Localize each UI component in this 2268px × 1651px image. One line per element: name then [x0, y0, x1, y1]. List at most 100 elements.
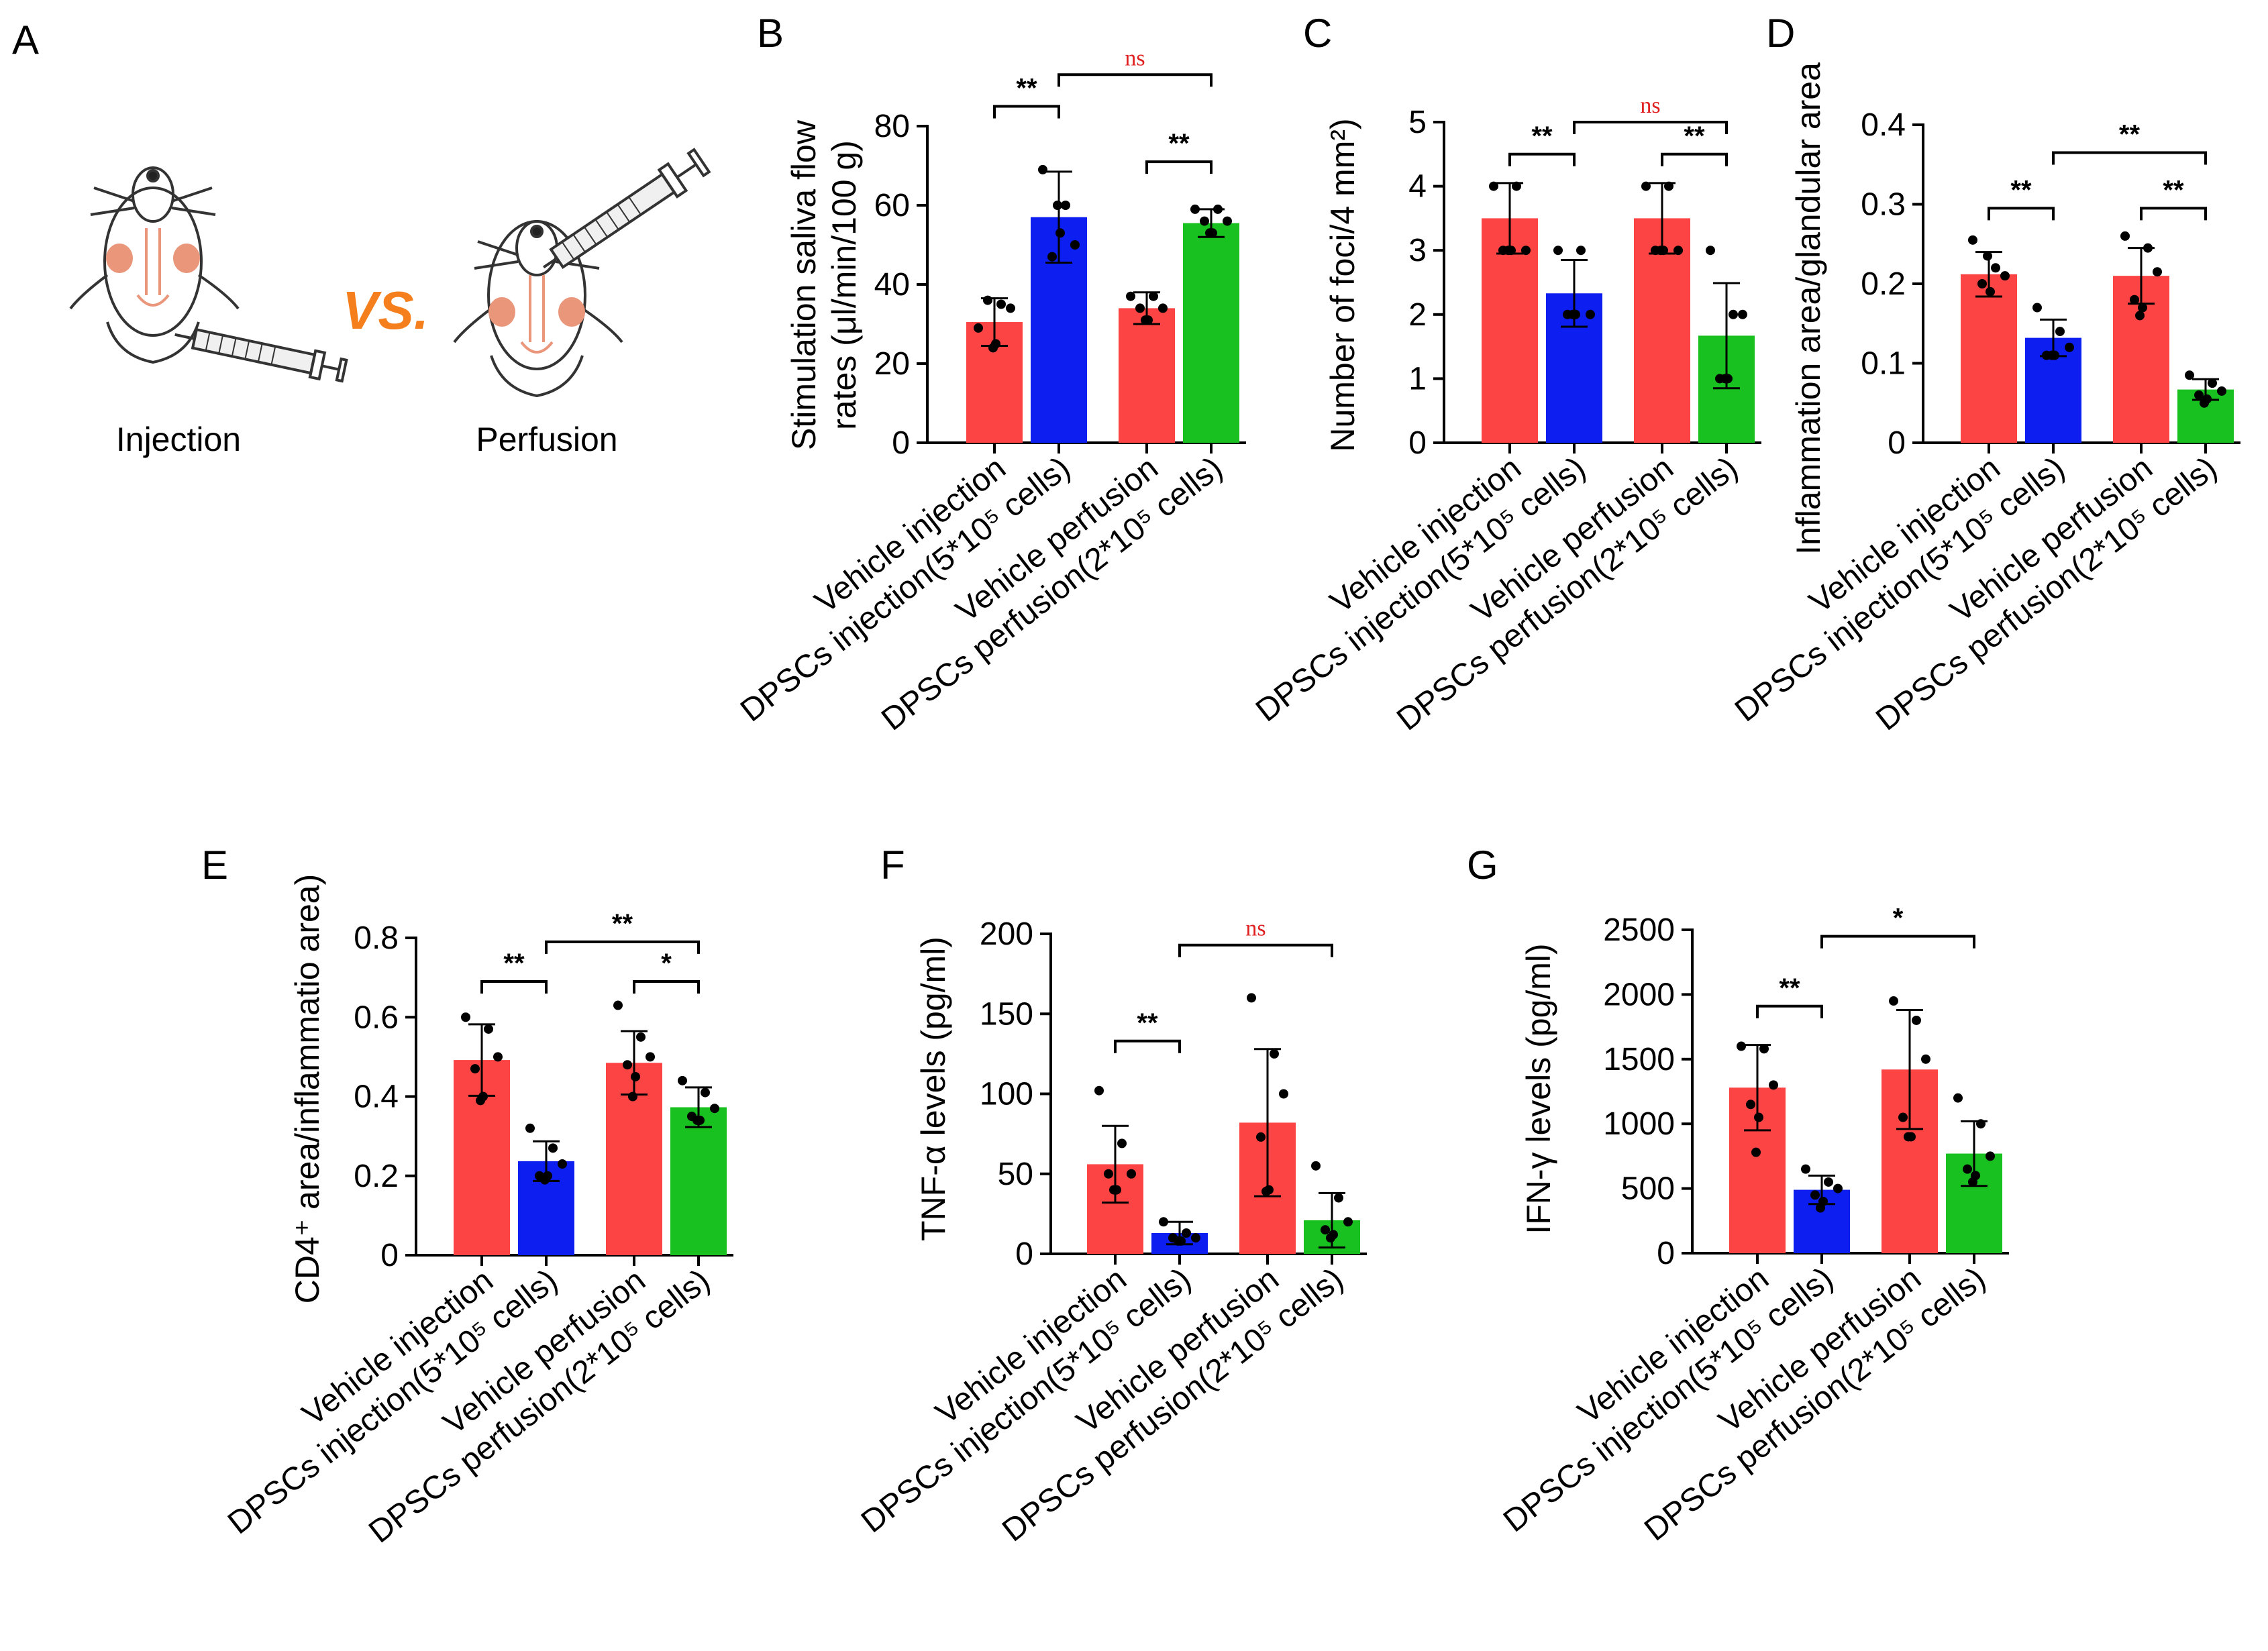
data-point	[1127, 1169, 1136, 1179]
data-point	[1673, 246, 1683, 256]
data-point	[1094, 1085, 1104, 1096]
y-tick-label: 0	[380, 1238, 399, 1273]
data-point	[2138, 303, 2147, 313]
data-point	[692, 1115, 702, 1125]
data-point	[1738, 309, 1747, 319]
data-point	[1720, 374, 1730, 384]
significance-bracket	[1508, 152, 1576, 166]
bar	[1119, 308, 1175, 443]
y-tick-label: 50	[998, 1157, 1033, 1192]
y-tick-label: 0	[1888, 425, 1906, 461]
y-tick-label: 0.4	[1861, 107, 1906, 143]
data-point	[1977, 279, 1987, 288]
data-point	[1070, 240, 1080, 250]
significance-label: *	[1893, 904, 1904, 933]
data-point	[1833, 1183, 1843, 1193]
data-point	[1889, 996, 1898, 1006]
data-point	[1256, 1132, 1266, 1142]
data-point	[2135, 311, 2145, 321]
data-point	[646, 1052, 655, 1062]
significance-label: **	[2163, 175, 2184, 205]
injection-mouse-illustration	[69, 166, 348, 383]
data-point	[1055, 228, 1065, 238]
data-point	[1751, 1147, 1761, 1157]
y-tick-label: 100	[980, 1077, 1033, 1112]
data-point	[1963, 1164, 1972, 1174]
data-point	[623, 1060, 632, 1070]
data-point	[2047, 350, 2057, 360]
data-point	[2130, 295, 2139, 305]
y-axis-title-line: Stimulation saliva flow	[785, 119, 823, 450]
data-point	[1038, 164, 1047, 174]
data-point	[701, 1087, 710, 1098]
y-axis-title-line: Number of foci/4 mm²)	[1324, 118, 1361, 451]
data-point	[1261, 1186, 1271, 1196]
data-point	[2065, 342, 2074, 352]
bar	[670, 1107, 727, 1255]
significance-label: ns	[1125, 46, 1145, 70]
data-point	[1135, 303, 1145, 313]
data-point	[1816, 1203, 1825, 1213]
significance-bracket	[993, 105, 1060, 119]
data-point	[1109, 1185, 1119, 1195]
panel-letter-e: E	[201, 843, 228, 888]
data-point	[636, 1032, 646, 1042]
data-point	[2032, 303, 2042, 313]
panel-letter-g: G	[1467, 843, 1498, 888]
significance-bracket	[2052, 151, 2207, 165]
data-point	[1061, 201, 1070, 210]
injection-label: Injection	[116, 421, 241, 458]
panel-letter-d: D	[1766, 11, 1795, 56]
significance-bracket	[1058, 73, 1213, 87]
data-point	[525, 1123, 535, 1133]
y-tick-label: 200	[980, 916, 1033, 952]
y-axis-title: Inflammation area/glandular area	[1790, 62, 1827, 555]
y-tick-label: 2000	[1603, 977, 1675, 1012]
data-point	[1912, 1015, 1921, 1025]
chart-d: D Inflammation area/glandular area 0 0.1 0.2…	[1729, 11, 2240, 737]
chart-b: B Stimulation saliva flowrates (μl/min/10…	[734, 11, 1246, 737]
data-point	[1986, 286, 1995, 297]
significance-label: **	[1137, 1008, 1158, 1038]
y-tick-label: 0.3	[1861, 187, 1906, 223]
chart-g: G IFN-γ levels (pg/ml) 0 500 1000 1500 2000 250…	[1467, 843, 2009, 1548]
data-point	[2194, 390, 2204, 400]
data-point	[461, 1012, 470, 1022]
data-point	[1104, 1169, 1113, 1179]
data-point	[996, 299, 1006, 309]
data-point	[2055, 327, 2065, 337]
data-point	[484, 1024, 493, 1034]
data-point	[548, 1143, 558, 1153]
significance-bracket	[1988, 207, 2055, 221]
y-tick-label: 0	[1657, 1236, 1675, 1271]
significance-bracket	[633, 980, 700, 994]
y-tick-label: 1500	[1603, 1042, 1675, 1077]
data-point	[1576, 246, 1586, 256]
data-point	[1334, 1193, 1343, 1203]
y-tick-label: 0.8	[354, 920, 399, 956]
y-axis-title-line: rates (μl/min/100 g)	[825, 140, 863, 430]
data-point	[1729, 309, 1738, 319]
data-point	[1343, 1217, 1353, 1227]
y-tick-label: 1000	[1603, 1106, 1675, 1142]
y-tick-label: 5	[1408, 105, 1427, 140]
data-point	[1504, 246, 1513, 256]
data-point	[1182, 1228, 1191, 1238]
data-point	[1053, 201, 1062, 210]
data-point	[1769, 1080, 1778, 1090]
y-axis-title: TNF-α levels (pg/ml)	[915, 937, 952, 1241]
data-point	[1149, 291, 1158, 301]
data-point	[628, 1091, 637, 1102]
significance-bracket	[1661, 152, 1728, 166]
significance-bracket	[2140, 207, 2207, 221]
data-point	[1223, 216, 1232, 226]
data-point	[974, 323, 983, 333]
data-point	[1006, 303, 1015, 313]
y-tick-label: 0	[892, 425, 910, 461]
data-point	[983, 295, 992, 305]
data-point	[1126, 291, 1135, 301]
data-point	[2143, 243, 2153, 253]
data-point	[1174, 1236, 1183, 1246]
data-point	[1158, 303, 1168, 313]
